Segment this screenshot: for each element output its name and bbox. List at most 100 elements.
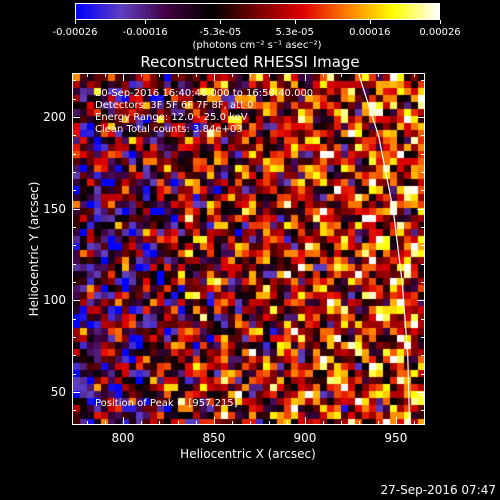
colorbar-gradient xyxy=(76,4,439,19)
x-minor-tick xyxy=(377,421,379,425)
y-tick-label: 100 xyxy=(43,293,66,308)
x-minor-tick xyxy=(323,421,325,425)
x-minor-tick-top xyxy=(232,73,234,77)
y-minor-tick xyxy=(72,245,76,247)
y-minor-tick xyxy=(72,337,76,338)
y-minor-tick xyxy=(72,263,76,265)
y-major-tick-right xyxy=(417,392,425,393)
x-minor-tick xyxy=(341,421,343,425)
x-minor-tick-top xyxy=(86,73,88,77)
x-minor-tick xyxy=(195,421,197,425)
y-minor-tick xyxy=(72,80,76,82)
y-tick-label: 200 xyxy=(43,110,66,124)
x-minor-tick-top xyxy=(377,73,379,77)
y-minor-tick-right xyxy=(421,153,425,155)
y-minor-tick-right xyxy=(421,227,425,228)
y-minor-tick xyxy=(72,98,76,100)
x-major-tick-top xyxy=(213,73,215,81)
heatmap-image xyxy=(73,74,424,424)
colorbar-tick-label: -5.3e-05 xyxy=(199,27,242,38)
x-major-tick xyxy=(122,417,124,425)
x-minor-tick xyxy=(359,421,361,425)
x-major-tick xyxy=(213,417,215,425)
x-minor-tick-top xyxy=(286,73,288,77)
x-minor-tick xyxy=(86,421,88,425)
x-minor-tick-top xyxy=(414,73,416,77)
y-minor-tick-right xyxy=(421,80,425,82)
y-minor-tick xyxy=(72,355,76,357)
y-minor-tick-right xyxy=(421,98,425,100)
colorbar-tick-label: 0.00026 xyxy=(419,27,461,38)
y-major-tick-right xyxy=(417,300,425,302)
x-tick-label: 950 xyxy=(384,431,408,445)
info-total-counts: Clean Total counts: 3.84e+03 xyxy=(95,124,243,135)
y-minor-tick-right xyxy=(421,135,425,137)
y-minor-tick-right xyxy=(421,373,425,375)
x-major-tick-top xyxy=(304,73,306,81)
x-tick-label: 800 xyxy=(111,431,135,445)
x-minor-tick-top xyxy=(177,73,179,77)
x-minor-tick-top xyxy=(141,73,143,77)
y-minor-tick xyxy=(72,190,76,192)
y-major-tick-right xyxy=(417,208,425,210)
y-minor-tick xyxy=(72,282,76,283)
y-minor-tick-right xyxy=(421,318,425,320)
y-minor-tick-right xyxy=(421,190,425,192)
colorbar-tick xyxy=(369,20,371,24)
y-minor-tick-right xyxy=(421,337,425,338)
info-detectors: Detectors: 3F 5F 6F 7F 8F, att 0 xyxy=(95,100,254,111)
colorbar-tick xyxy=(294,20,296,24)
x-tick-label: 900 xyxy=(293,431,317,445)
colorbar-tick xyxy=(440,20,441,24)
colorbar xyxy=(75,3,440,20)
solar-limb-line xyxy=(358,74,411,424)
x-minor-tick xyxy=(414,421,416,425)
x-axis-label: Heliocentric X (arcsec) xyxy=(180,447,316,461)
x-major-tick xyxy=(395,417,397,425)
y-axis-label: Heliocentric Y (arcsec) xyxy=(27,181,41,317)
x-minor-tick-top xyxy=(195,73,197,77)
chart-title: Reconstructed RHESSI Image xyxy=(140,53,360,71)
x-minor-tick xyxy=(268,421,270,425)
y-major-tick xyxy=(72,208,80,210)
x-minor-tick-top xyxy=(250,73,252,77)
x-minor-tick-top xyxy=(159,73,161,77)
image-plot-area: 20-Sep-2016 16:40:40.000 to 16:50:40.000… xyxy=(72,73,425,425)
y-minor-tick xyxy=(72,227,76,228)
y-major-tick xyxy=(72,300,80,302)
limb-curve xyxy=(358,74,411,424)
x-major-tick xyxy=(304,417,306,425)
y-minor-tick-right xyxy=(421,263,425,265)
colorbar-tick-label: -0.00026 xyxy=(52,27,98,38)
x-minor-tick-top xyxy=(268,73,270,77)
colorbar-tick xyxy=(145,20,147,24)
y-tick-label: 50 xyxy=(50,385,66,399)
y-minor-tick xyxy=(72,373,76,375)
x-major-tick-top xyxy=(395,73,397,81)
colorbar-tick-label: 0.00016 xyxy=(349,27,391,38)
y-tick-label: 150 xyxy=(43,201,66,216)
x-minor-tick-top xyxy=(323,73,325,77)
x-major-tick-top xyxy=(122,73,124,81)
y-major-tick-right xyxy=(417,117,425,118)
info-energy-range: Energy Range: 12.0 - 25.0 keV xyxy=(95,112,248,123)
x-tick-label: 850 xyxy=(202,431,226,445)
y-minor-tick-right xyxy=(421,410,425,412)
colorbar-units: (photons cm⁻² s⁻¹ asec⁻²) xyxy=(192,40,322,51)
x-minor-tick-top xyxy=(341,73,343,77)
timestamp: 27-Sep-2016 07:47 xyxy=(380,483,496,497)
y-major-tick xyxy=(72,392,80,393)
colorbar-tick-label: 5.3e-05 xyxy=(275,27,314,38)
x-minor-tick xyxy=(177,421,179,425)
x-minor-tick-top xyxy=(104,73,106,77)
info-time-range: 20-Sep-2016 16:40:40.000 to 16:50:40.000 xyxy=(95,88,314,99)
x-minor-tick xyxy=(232,421,234,425)
y-minor-tick xyxy=(72,318,76,320)
y-minor-tick-right xyxy=(421,355,425,357)
x-minor-tick-top xyxy=(359,73,361,77)
y-minor-tick xyxy=(72,410,76,412)
x-minor-tick xyxy=(159,421,161,425)
colorbar-tick-label: -0.00016 xyxy=(122,27,168,38)
y-minor-tick-right xyxy=(421,172,425,173)
